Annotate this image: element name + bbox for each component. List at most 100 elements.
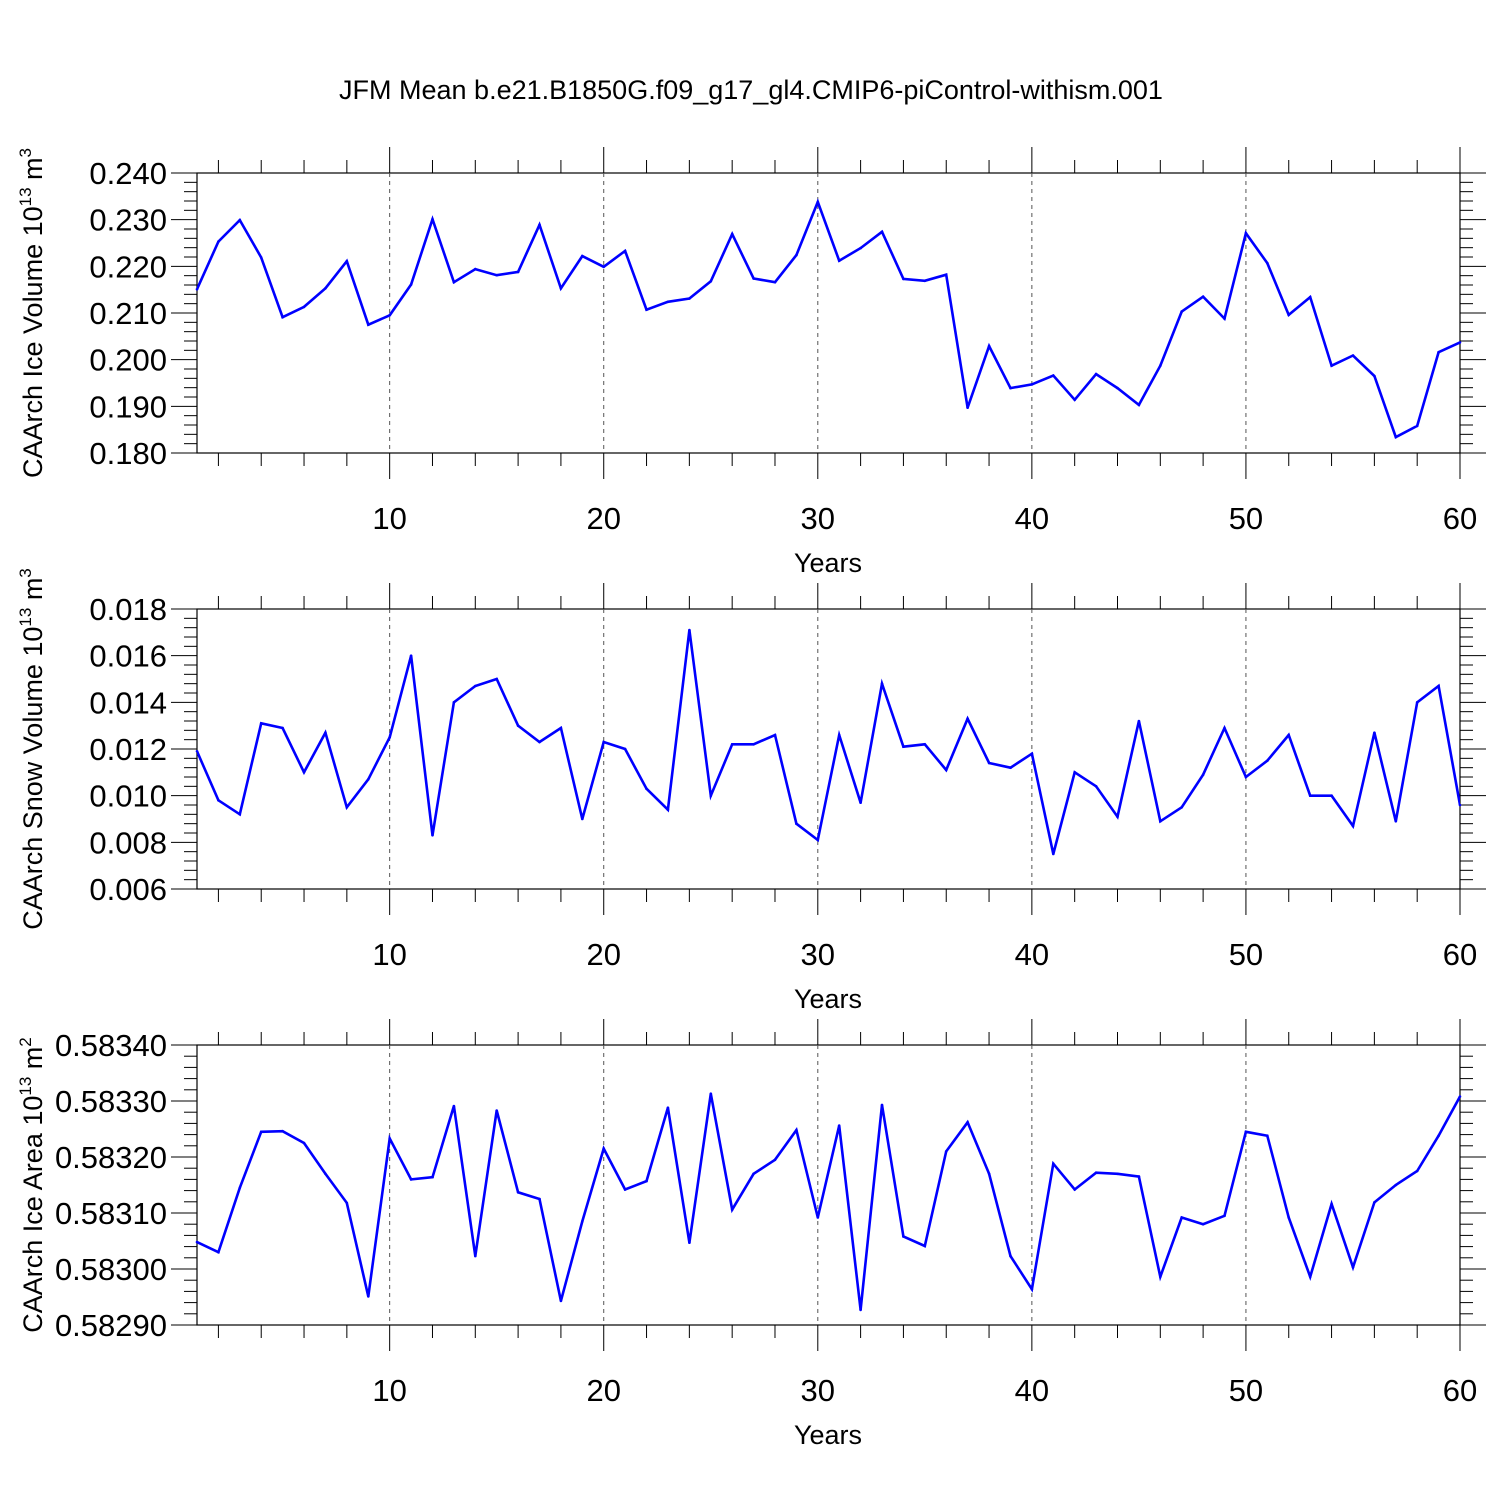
data-point: [1073, 1188, 1076, 1191]
data-point: [281, 1130, 284, 1133]
data-point: [388, 314, 391, 317]
x-tick-label: 30: [801, 1373, 835, 1408]
data-point: [1180, 310, 1183, 313]
data-point: [1459, 1095, 1462, 1098]
data-point: [688, 629, 691, 632]
data-point: [346, 806, 349, 809]
data-point: [988, 762, 991, 765]
data-point: [1266, 262, 1269, 265]
data-point: [902, 745, 905, 748]
data-point: [367, 1295, 370, 1298]
data-point: [367, 323, 370, 326]
data-point: [645, 1180, 648, 1183]
data-point: [495, 678, 498, 681]
y-tick-label: 0.58290: [55, 1308, 167, 1343]
data-point: [453, 281, 456, 284]
x-tick-label: 10: [372, 937, 406, 972]
data-point: [260, 256, 263, 259]
data-point: [239, 219, 242, 222]
data-point: [1459, 341, 1462, 344]
series-line-ice-area: [197, 1094, 1460, 1310]
data-point: [1309, 1276, 1312, 1279]
data-point: [196, 288, 199, 291]
y-axis-label: CAArch Ice Area 1013 m2: [16, 1037, 48, 1333]
data-point: [1095, 1171, 1098, 1174]
data-point: [966, 406, 969, 409]
x-tick-label: 40: [1015, 937, 1049, 972]
data-point: [324, 731, 327, 734]
data-point: [624, 748, 627, 751]
data-point: [1245, 776, 1248, 779]
data-point: [774, 734, 777, 737]
y-tick-label: 0.008: [89, 825, 167, 860]
figure-title: JFM Mean b.e21.B1850G.f09_g17_gl4.CMIP6-…: [339, 75, 1163, 105]
data-point: [453, 1105, 456, 1108]
data-point: [1416, 1170, 1419, 1173]
data-point: [1245, 1131, 1248, 1134]
data-point: [1373, 731, 1376, 734]
data-point: [966, 717, 969, 720]
x-tick-label: 60: [1443, 1373, 1477, 1408]
y-tick-label: 0.240: [89, 156, 167, 191]
y-tick-label: 0.58310: [55, 1196, 167, 1231]
data-point: [817, 1216, 820, 1219]
data-point: [859, 801, 862, 804]
x-tick-label: 20: [586, 501, 620, 536]
data-point: [924, 280, 927, 283]
data-point: [517, 724, 520, 727]
data-point: [645, 787, 648, 790]
data-point: [795, 254, 798, 257]
x-axis-label: Years: [794, 548, 862, 578]
x-tick-label: 40: [1015, 1373, 1049, 1408]
data-point: [774, 1159, 777, 1162]
data-point: [945, 1150, 948, 1153]
data-point: [795, 1129, 798, 1132]
data-point: [538, 1198, 541, 1201]
x-tick-label: 10: [372, 501, 406, 536]
data-point: [1223, 727, 1226, 730]
data-point: [1073, 399, 1076, 402]
y-tick-label: 0.58300: [55, 1252, 167, 1287]
data-point: [902, 278, 905, 281]
data-point: [431, 1176, 434, 1179]
data-point: [1052, 853, 1055, 856]
data-point: [281, 727, 284, 730]
data-point: [924, 743, 927, 746]
y-tick-label: 0.180: [89, 436, 167, 471]
chart-panel-snow-volume: 0.006 0.008 0.010 0.012 0.014 0.016 0.018 10 20 3…: [16, 568, 1486, 1014]
data-point: [1159, 364, 1162, 367]
data-point: [902, 1235, 905, 1238]
x-tick-label: 50: [1229, 1373, 1263, 1408]
data-point: [731, 743, 734, 746]
x-tick-label: 60: [1443, 937, 1477, 972]
x-tick-label: 50: [1229, 937, 1263, 972]
x-tick-label: 60: [1443, 501, 1477, 536]
data-point: [581, 1220, 584, 1223]
data-point: [303, 771, 306, 774]
data-point: [474, 685, 477, 688]
data-point: [474, 1255, 477, 1258]
data-point: [1223, 317, 1226, 320]
x-axis-label: Years: [794, 1420, 862, 1450]
plot-frame: [197, 1045, 1460, 1325]
data-point: [196, 750, 199, 753]
data-point: [260, 722, 263, 725]
data-point: [1052, 374, 1055, 377]
y-tick-label: 0.230: [89, 203, 167, 238]
data-point: [410, 283, 413, 286]
data-point: [1202, 1223, 1205, 1226]
data-point: [1202, 295, 1205, 298]
x-tick-label: 30: [801, 937, 835, 972]
y-axis-label: CAArch Snow Volume 1013 m3: [16, 568, 48, 930]
x-tick-label: 20: [586, 937, 620, 972]
data-point: [431, 218, 434, 221]
data-point: [1330, 364, 1333, 367]
data-point: [538, 224, 541, 227]
data-point: [602, 266, 605, 269]
data-point: [1031, 383, 1034, 386]
data-point: [1116, 1173, 1119, 1176]
data-point: [303, 1142, 306, 1145]
data-point: [1330, 794, 1333, 797]
data-point: [1095, 785, 1098, 788]
data-point: [1159, 1276, 1162, 1279]
